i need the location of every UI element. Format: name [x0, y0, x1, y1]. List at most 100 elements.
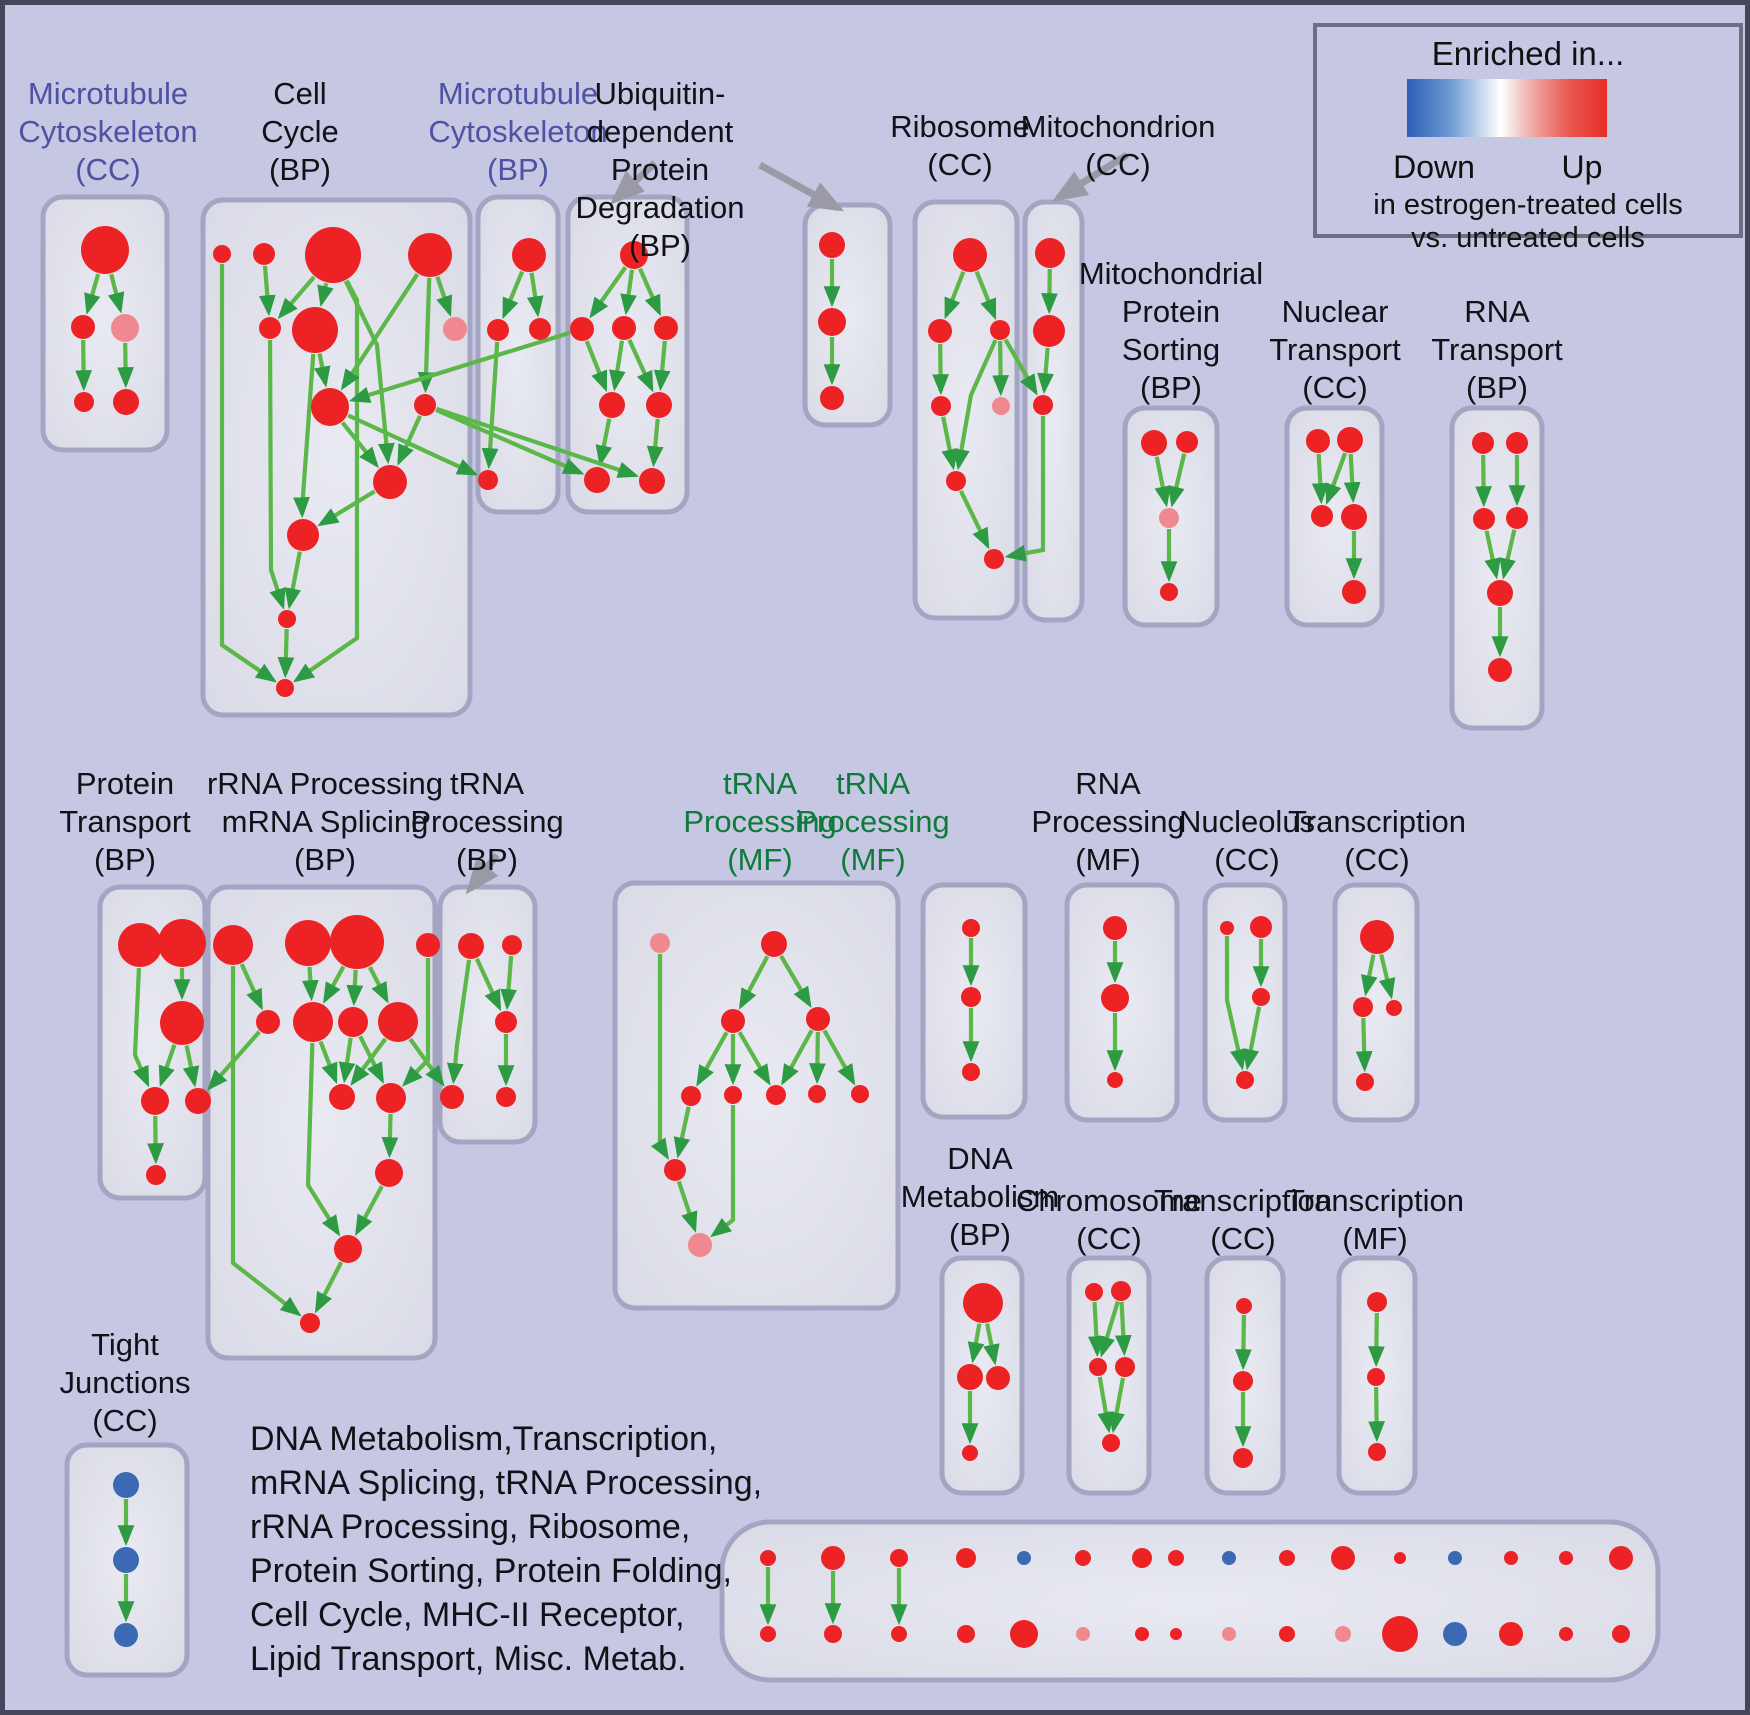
pathway-summary-note: DNA Metabolism,Transcription, mRNA Splici…	[250, 1417, 762, 1681]
go-term-node	[81, 226, 129, 274]
go-term-node	[1306, 429, 1330, 453]
cluster-label-line: (BP)	[93, 842, 156, 877]
legend-caption: in estrogen-treated cells vs. untreated …	[1317, 189, 1739, 255]
edge	[313, 353, 331, 388]
cluster-box-mitochondrion-cc	[1022, 199, 1085, 623]
go-term-node	[620, 241, 648, 269]
edge	[402, 958, 431, 1087]
edge	[589, 266, 628, 319]
cluster-label-line: Transport	[59, 804, 191, 839]
edge	[953, 339, 998, 471]
go-term-node	[1609, 1546, 1633, 1570]
edge	[1355, 1017, 1373, 1073]
go-term-node	[1035, 238, 1065, 268]
go-term-node	[953, 238, 987, 272]
edge	[944, 270, 966, 320]
go-term-node	[1250, 916, 1272, 938]
cluster-label-line: (CC)	[1302, 370, 1368, 405]
network-diagram	[40, 152, 1661, 1683]
cluster-label-line: Nuclear	[1281, 294, 1389, 329]
edge	[347, 413, 479, 476]
edge	[367, 965, 389, 1004]
go-term-node	[440, 1085, 464, 1109]
cluster-label-line: Microtubule	[437, 76, 599, 111]
cluster-label-line: (CC)	[92, 1403, 158, 1438]
go-term-node	[1102, 1434, 1120, 1452]
go-term-node	[819, 232, 845, 258]
cluster-label-nuclear-transport-cc: Nuclear Transport (CC)	[1269, 293, 1401, 407]
legend-box: Enriched in... Down Up in estrogen-treat…	[1313, 23, 1743, 254]
edge	[132, 967, 150, 1088]
cluster-label-line: Transcription	[1153, 1183, 1333, 1218]
edge	[809, 1031, 826, 1085]
cluster-label-line: (CC)	[1076, 1221, 1142, 1256]
edge	[318, 1040, 338, 1085]
cluster-label-line: Transport	[1431, 332, 1563, 367]
go-term-node	[928, 319, 952, 343]
go-term-node	[300, 1313, 320, 1333]
go-term-node	[1499, 1622, 1523, 1646]
cluster-label-transcription-mf: Transcription (MF)	[1286, 1182, 1464, 1258]
edge	[435, 276, 453, 317]
go-term-node	[1236, 1298, 1252, 1314]
cluster-label-line: Protein	[1121, 294, 1221, 329]
pathway-summary-line: rRNA Processing, Ribosome,	[250, 1508, 691, 1546]
go-term-node	[487, 319, 509, 341]
edge	[1484, 530, 1501, 580]
cluster-label-line: Metabolism	[900, 1179, 1060, 1214]
go-term-node	[612, 316, 636, 340]
edge	[355, 1185, 384, 1236]
cluster-label-mito-protein-sorting: Mitochondrial Protein Sorting (BP)	[1079, 255, 1263, 407]
go-term-node	[1488, 658, 1512, 682]
cluster-label-line: (BP)	[949, 1217, 1011, 1252]
cluster-label-line: (MF)	[727, 842, 793, 877]
go-term-node	[1559, 1627, 1573, 1641]
go-term-node	[851, 1085, 869, 1103]
go-term-node	[408, 233, 452, 277]
go-term-node	[213, 245, 231, 263]
cluster-label-line: Processing	[1031, 804, 1185, 839]
label-pointer-arrow	[1052, 152, 1129, 202]
go-term-node	[766, 1085, 786, 1105]
go-term-node	[1220, 921, 1234, 935]
go-term-node	[529, 318, 551, 340]
edge	[317, 282, 334, 307]
edge	[822, 1029, 856, 1086]
go-term-node	[1101, 984, 1129, 1012]
go-term-node	[1103, 916, 1127, 940]
cluster-label-trna-processing-bp: tRNA Processing (BP)	[410, 765, 563, 879]
go-term-node	[890, 1549, 908, 1567]
label-pointer-arrow	[609, 160, 658, 205]
edge	[358, 1035, 384, 1084]
go-term-node	[329, 1084, 355, 1110]
edge	[992, 340, 1009, 397]
go-term-node	[141, 1087, 169, 1115]
cluster-label-line: Processing	[796, 804, 950, 839]
cluster-label-line: (BP)	[487, 152, 549, 187]
edge	[1097, 1376, 1115, 1434]
edge	[107, 273, 125, 314]
cluster-box-misc-pairs	[719, 1519, 1661, 1683]
go-term-node	[330, 915, 384, 969]
edge	[117, 342, 134, 389]
go-term-node	[599, 392, 625, 418]
go-term-node	[1504, 1551, 1518, 1565]
edge	[417, 277, 435, 394]
go-term-node	[1367, 1368, 1385, 1386]
go-term-node	[1335, 1626, 1351, 1642]
edge	[219, 264, 277, 683]
cluster-box-microtubule-cytoskeleton-cc	[40, 194, 170, 453]
edge	[967, 1323, 985, 1364]
go-term-node	[1506, 507, 1528, 529]
edge	[277, 275, 316, 320]
go-term-node	[375, 1159, 403, 1187]
go-term-node	[1107, 1072, 1123, 1088]
go-term-node	[990, 320, 1010, 340]
edge	[1325, 452, 1348, 505]
edge	[1235, 1314, 1252, 1371]
pathway-summary-line: Cell Cycle, MHC-II Receptor,	[250, 1596, 685, 1634]
go-term-node	[1394, 1552, 1406, 1564]
edge	[348, 330, 571, 403]
edge	[739, 955, 770, 1010]
go-term-node	[160, 1001, 204, 1045]
